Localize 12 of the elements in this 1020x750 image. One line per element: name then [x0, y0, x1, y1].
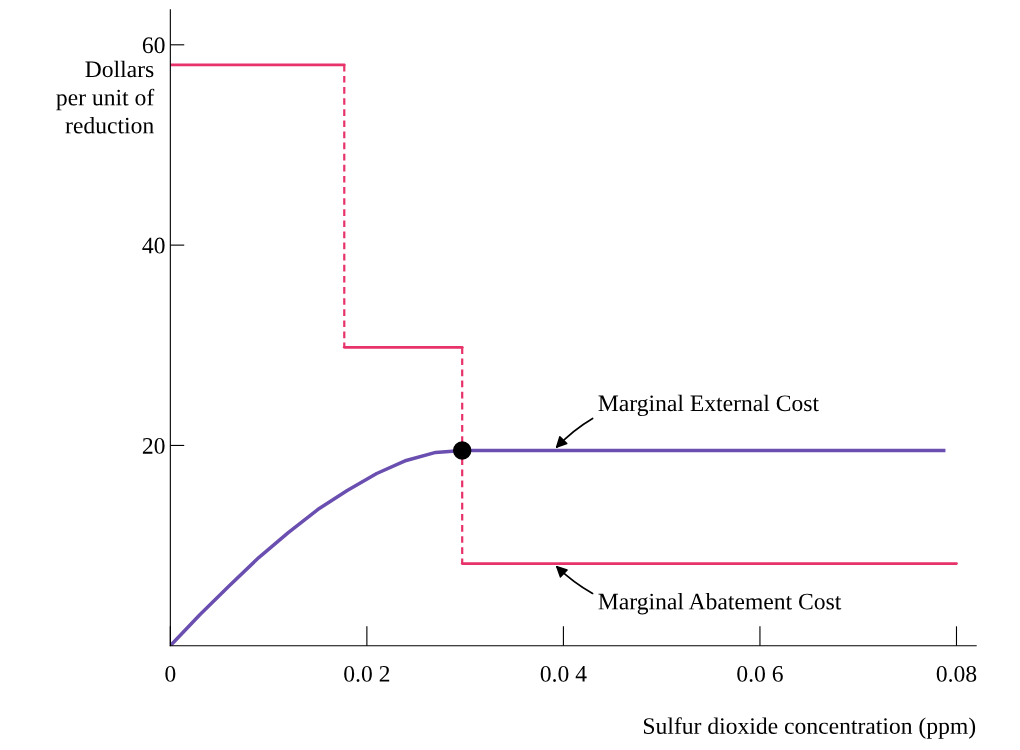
x-tick-label: 0.08 — [936, 665, 977, 682]
y-tick-label: 40 — [142, 237, 165, 254]
x-tick-label: 0.0 2 — [344, 665, 390, 682]
x-tick-label: 0.0 4 — [540, 665, 587, 682]
y-tick-label: 20 — [142, 437, 165, 454]
y-tick-label: 60 — [142, 37, 165, 54]
annotation: Marginal Abatement Cost — [598, 592, 842, 615]
x-axis-title: Sulfur dioxide concentration (ppm) — [643, 717, 976, 739]
x-tick-label: 0.0 6 — [737, 665, 783, 682]
y-axis-title: Dollars per unit of reduction — [56, 60, 155, 134]
x-tick-label: 0 — [165, 665, 176, 682]
annotation: Marginal External Cost — [598, 394, 819, 417]
